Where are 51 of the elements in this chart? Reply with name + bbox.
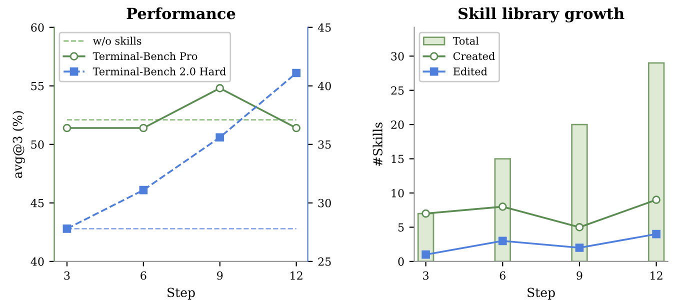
point (652, 196, 660, 204)
point (292, 68, 300, 78)
y-tick-label: 60 (31, 23, 44, 32)
legend-label: w/o skills (92, 36, 142, 46)
point (498, 202, 507, 211)
point (422, 250, 430, 259)
y2-tick-label: 45 (318, 23, 331, 32)
y-tick-label: 45 (30, 198, 44, 208)
point (575, 223, 584, 232)
bar (571, 124, 588, 262)
point (422, 209, 430, 218)
y-tick-label: 20 (391, 120, 404, 129)
bar (648, 62, 665, 262)
y-axis-title: #Skills (372, 122, 382, 166)
chart-title: Performance (126, 7, 236, 20)
point (575, 244, 584, 252)
y2-tick-label: 25 (318, 257, 331, 266)
legend-label: Total (452, 36, 479, 45)
y-tick-label: 15 (392, 154, 404, 164)
y-tick-label: 50 (31, 140, 44, 149)
y-tick-label: 40 (30, 257, 44, 266)
chart-title: Skill library growth (458, 7, 624, 22)
point (652, 230, 660, 238)
point (216, 133, 224, 142)
y2-tick-label: 40 (318, 82, 331, 90)
legend-label: Terminal-Bench 2.0 Hard (92, 67, 226, 76)
legend-label: Edited (453, 67, 488, 76)
x-tick-label: 12 (290, 271, 302, 280)
y2-tick-label: 30 (318, 198, 331, 208)
x-tick-label: 12 (650, 271, 662, 280)
x-axis-title: Step (528, 288, 555, 300)
y2-tick-label: 35 (318, 140, 331, 149)
legend-label: Created (453, 52, 495, 60)
y-tick-label: 10 (392, 188, 404, 198)
point (498, 236, 507, 246)
y-tick-label: 0 (398, 257, 404, 266)
x-tick-label: 6 (140, 271, 146, 280)
x-tick-label: 9 (576, 271, 582, 280)
y-tick-label: 30 (391, 52, 404, 60)
point (62, 224, 72, 233)
point (139, 186, 148, 194)
y-axis-title: avg@3 (%) (12, 111, 25, 178)
x-tick-label: 3 (64, 271, 70, 280)
x-tick-label: 3 (423, 271, 429, 280)
legend-label: Terminal-Bench Pro (92, 52, 198, 60)
y-tick-label: 55 (31, 82, 44, 90)
y-tick-label: 5 (398, 223, 404, 232)
x-tick-label: 6 (500, 271, 506, 280)
x-axis-title: Step (168, 288, 195, 300)
x-tick-label: 9 (217, 271, 223, 280)
y-tick-label: 25 (391, 86, 404, 95)
